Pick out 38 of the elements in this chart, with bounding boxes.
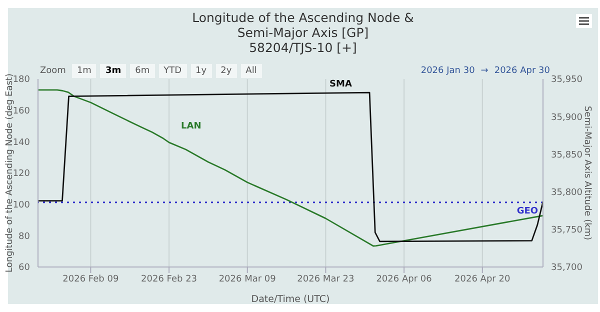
x-tick-label: 2026 Apr 06 (376, 274, 432, 284)
y2-tick-label: 35,700 (551, 263, 583, 274)
y-tick-label: 180 (12, 75, 30, 86)
x-tick-label: 2026 Mar 23 (297, 274, 354, 284)
x-axis-title: Date/Time (UTC) (251, 294, 330, 305)
text: 1y (190, 64, 212, 78)
y-tick-label: 100 (12, 200, 30, 211)
y2-tick-label: 35,850 (551, 150, 583, 160)
series-label: SMA (330, 80, 352, 90)
series-label: LAN (181, 121, 202, 132)
text: 3m (100, 64, 126, 78)
text: 1m (72, 64, 96, 78)
y2-tick-label: 35,800 (551, 188, 583, 198)
text: 2y (216, 64, 237, 78)
text: Zoom (40, 66, 66, 76)
y-tick-label: 160 (12, 106, 30, 117)
y2-tick-label: 35,750 (551, 226, 583, 236)
y-tick-label: 140 (12, 138, 30, 148)
x-tick-label: 2026 Feb 23 (141, 274, 198, 284)
x-tick-label: 2026 Feb 09 (62, 274, 119, 284)
y-tick-label: 120 (12, 169, 30, 180)
text: 2026 Jan 30 (420, 66, 475, 76)
text: → (480, 66, 488, 76)
chart-subtitle: 58204/TJS-10 [+] (248, 40, 358, 55)
ref-line-label: GEO (516, 206, 538, 217)
y2-tick-label: 35,900 (551, 112, 583, 123)
y-axis-title: Longitude of the Ascending Node (deg East) (5, 74, 16, 272)
x-tick-label: 2026 Mar 09 (218, 274, 276, 284)
y-tick-label: 80 (18, 232, 30, 242)
text: YTD (158, 64, 187, 78)
x-tick-label: 2026 Apr 20 (454, 274, 510, 284)
text: 2026 Apr 30 (494, 66, 550, 76)
text: 6m (130, 64, 155, 78)
y-tick-label: 60 (18, 263, 30, 274)
y2-tick-label: 35,950 (551, 75, 583, 86)
text: All (240, 64, 262, 78)
y2-axis-title: Semi-Major Axis Altitude (km) (582, 106, 592, 240)
chart-title: Longitude of the Ascending Node & Semi-Major Axis [GP] (191, 10, 415, 40)
